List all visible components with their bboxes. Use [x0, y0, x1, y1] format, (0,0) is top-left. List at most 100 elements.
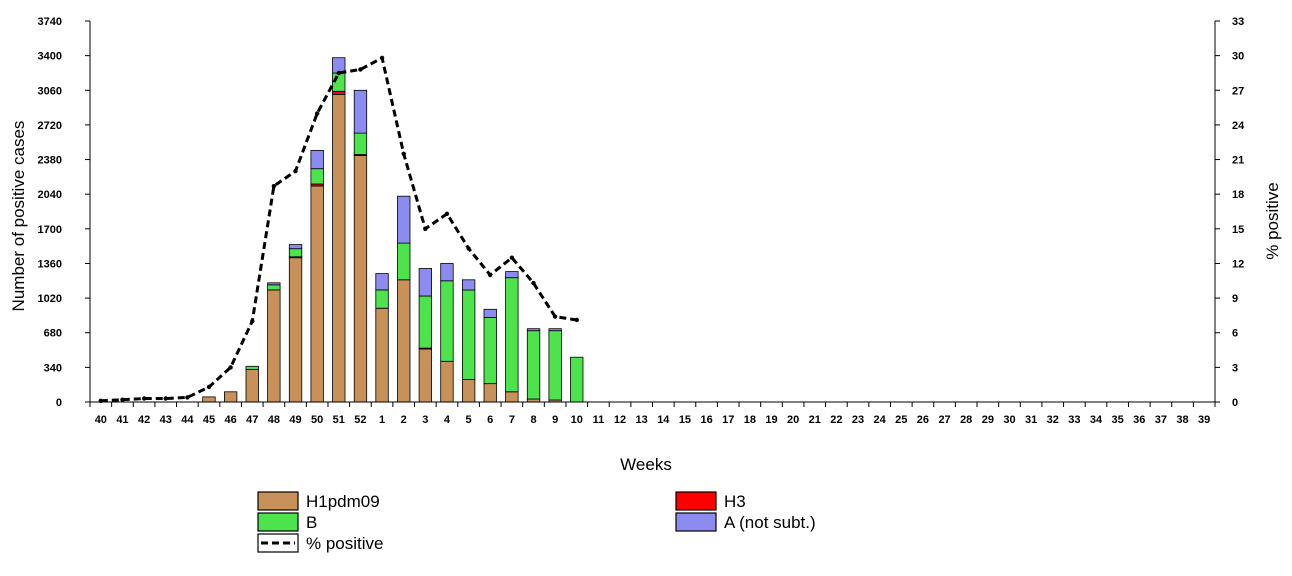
x-tick-label: 10: [571, 414, 583, 426]
y-tick-label: 680: [44, 328, 62, 340]
y-tick-label: 340: [44, 362, 62, 374]
bar-segment: [223, 391, 238, 403]
legend-label: B: [306, 513, 317, 532]
bar-segment: [440, 263, 454, 282]
bar-segment: [353, 155, 368, 403]
bar-segment: [505, 271, 519, 279]
legend-swatch: [257, 512, 299, 532]
bar-segment: [461, 279, 476, 291]
y-tick-label-right: 27: [1232, 85, 1244, 97]
line-point: [141, 396, 147, 401]
line-point: [293, 168, 298, 174]
x-tick-label: 36: [1133, 414, 1145, 426]
x-tick-label: 20: [787, 414, 799, 426]
line-point: [250, 319, 255, 324]
x-tick-label: 4: [444, 414, 451, 426]
legend-label: A (not subt.): [724, 513, 816, 532]
x-tick-label: 14: [657, 414, 670, 426]
line-point: [271, 183, 277, 189]
line-point: [379, 55, 385, 61]
bar-segment: [332, 57, 346, 74]
y-tick-label-right: 21: [1232, 155, 1244, 167]
line-point: [444, 211, 450, 216]
x-tick-label: 11: [593, 414, 605, 426]
bar-segment: [397, 279, 411, 403]
bar-segment: [418, 295, 433, 349]
line-point: [336, 70, 341, 76]
bar-segment: [375, 307, 389, 403]
line-point: [488, 272, 493, 278]
bar-segment: [375, 273, 389, 291]
y-tick-label-right: 30: [1232, 51, 1244, 63]
x-tick-label: 42: [138, 414, 150, 426]
line-point: [228, 365, 233, 370]
x-tick-label: 3: [422, 414, 428, 426]
x-tick-label: 31: [1025, 414, 1037, 426]
x-tick-label: 45: [203, 414, 215, 426]
bar-segment: [418, 348, 433, 403]
y-axis-title-right: % positive: [1263, 182, 1282, 259]
bar-segment: [483, 316, 497, 384]
bar-segment: [310, 185, 324, 403]
y-tick-label: 3060: [38, 85, 62, 97]
x-tick-label: 27: [938, 414, 950, 426]
x-tick-label: 26: [917, 414, 929, 426]
x-tick-label: 41: [116, 414, 128, 426]
y-tick-label: 2720: [38, 120, 62, 132]
x-tick-label: 12: [614, 414, 626, 426]
line-point: [423, 226, 428, 231]
legend-swatch: [675, 491, 717, 511]
y-tick-label-right: 18: [1232, 189, 1244, 201]
x-tick-label: 44: [181, 414, 194, 426]
x-tick-label: 22: [830, 414, 842, 426]
y-tick-label: 0: [56, 397, 62, 409]
bar-segment: [353, 89, 368, 134]
x-tick-label: 34: [1090, 414, 1103, 426]
x-tick-label: 49: [289, 414, 301, 426]
bar-segment: [245, 365, 259, 370]
tick-group: 0340680102013601700204023802720306034003…: [38, 16, 1246, 426]
y-tick-label-right: 6: [1232, 328, 1238, 340]
bar-segment: [288, 248, 303, 258]
bar-segment: [375, 289, 389, 309]
x-tick-label: 5: [466, 414, 472, 426]
line-point: [163, 396, 168, 401]
line-point: [531, 280, 536, 286]
x-tick-label: 51: [333, 414, 345, 426]
x-tick-label: 6: [487, 414, 493, 426]
legend: H1pdm09 H3 B A (not subt.) % positive: [257, 491, 816, 553]
y-tick-label-right: 12: [1232, 258, 1244, 270]
x-tick-label: 21: [809, 414, 821, 426]
bar-segment: [505, 391, 519, 403]
line-point: [466, 246, 471, 251]
line-point: [358, 67, 363, 72]
y-tick-label: 2380: [38, 155, 62, 167]
bar-segment: [202, 396, 216, 403]
x-tick-label: 38: [1176, 414, 1188, 426]
x-axis-title: Weeks: [620, 455, 672, 474]
bar-segment: [526, 330, 541, 400]
x-tick-label: 40: [95, 414, 107, 426]
y-tick-label: 3400: [38, 51, 62, 63]
x-tick-label: 8: [530, 414, 536, 426]
bar-segment: [245, 368, 259, 403]
bar-segment: [440, 360, 454, 403]
x-tick-label: 52: [354, 414, 366, 426]
percent-positive-line: [100, 55, 578, 403]
bar-segment: [505, 277, 519, 393]
bar-segment: [332, 93, 346, 403]
x-tick-label: 19: [765, 414, 777, 426]
x-tick-label: 46: [225, 414, 237, 426]
bar-segment: [461, 379, 476, 403]
bar-segment: [548, 330, 562, 401]
line-point: [552, 314, 558, 319]
bar-segment: [548, 328, 562, 332]
bar-segment: [461, 289, 476, 380]
y-axis-title-left: Number of positive cases: [9, 121, 28, 312]
bar-segment: [267, 282, 281, 286]
line-point: [206, 384, 212, 390]
x-tick-label: 25: [895, 414, 907, 426]
x-tick-label: 48: [268, 414, 280, 426]
bar-segment: [288, 244, 303, 250]
